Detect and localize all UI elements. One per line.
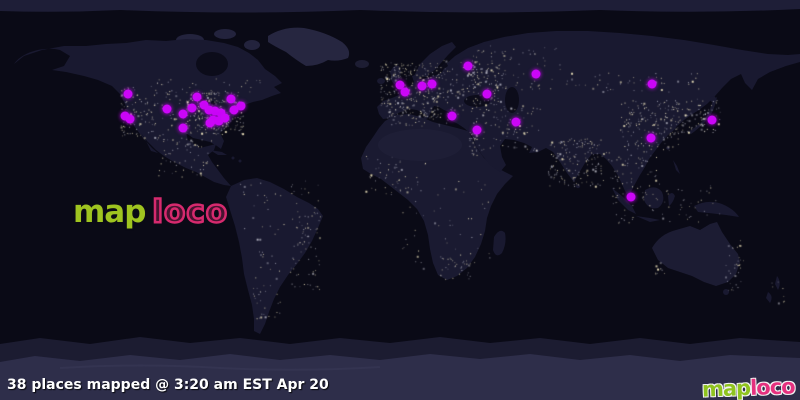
visitor-marker <box>120 111 130 121</box>
visitor-marker <box>472 125 482 135</box>
visitor-marker <box>162 104 172 114</box>
visitor-marker <box>647 79 657 89</box>
visitor-marker <box>511 117 521 127</box>
visitor-marker <box>447 111 457 121</box>
visitor-marker <box>236 101 246 111</box>
visitor-marker <box>395 80 405 90</box>
visitor-marker <box>214 116 224 126</box>
visitor-marker <box>427 79 437 89</box>
maploco-watermark: map loco <box>73 194 229 230</box>
status-text: 38 places mapped @ 3:20 am EST Apr 20 <box>7 377 329 393</box>
visitor-marker <box>210 106 220 116</box>
visitor-marker <box>123 89 133 99</box>
visitor-marker <box>646 133 656 143</box>
visitor-marker <box>226 94 236 104</box>
visitor-marker <box>707 115 717 125</box>
visitor-marker <box>229 105 239 115</box>
visitor-marker <box>199 100 209 110</box>
visitor-marker <box>463 61 473 71</box>
logo-map-text-small: map <box>702 375 751 400</box>
logo-loco-text: loco <box>151 194 229 230</box>
logo-loco-text-small: loco <box>750 374 796 400</box>
visitor-marker <box>400 87 410 97</box>
visitor-marker <box>178 123 188 133</box>
visitor-marker <box>531 69 541 79</box>
visitor-marker <box>626 192 636 202</box>
visitor-marker <box>192 92 202 102</box>
visitor-marker <box>125 114 135 124</box>
visitor-marker <box>216 108 226 118</box>
visitor-marker <box>482 89 492 99</box>
visitor-marker <box>205 118 215 128</box>
logo-map-text: map <box>73 194 146 230</box>
visitor-marker <box>417 81 427 91</box>
maploco-logo[interactable]: maploco <box>702 374 796 400</box>
visitor-marker <box>178 109 188 119</box>
visitor-marker <box>204 105 214 115</box>
visitor-marker <box>187 103 197 113</box>
visitor-marker <box>220 113 230 123</box>
